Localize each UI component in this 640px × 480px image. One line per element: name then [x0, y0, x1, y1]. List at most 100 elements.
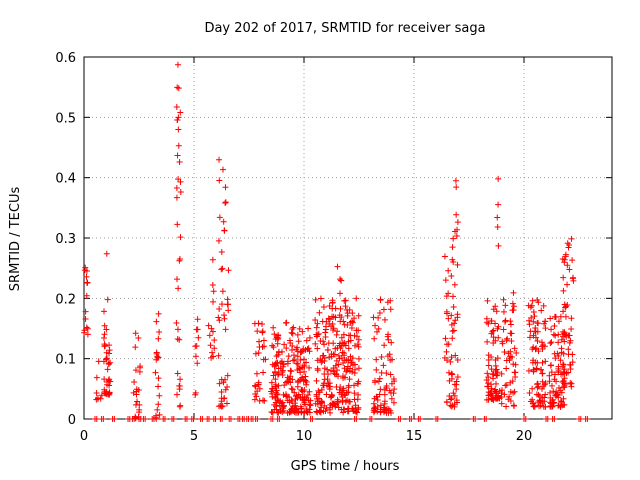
data-point: [174, 117, 181, 124]
data-point: [337, 276, 344, 283]
data-point: [449, 256, 456, 263]
data-point: [104, 366, 111, 373]
data-point: [299, 328, 306, 335]
data-point: [227, 416, 234, 422]
data-point: [216, 317, 223, 324]
data-point: [319, 399, 326, 406]
data-point: [255, 381, 262, 388]
data-point: [111, 416, 118, 422]
data-point: [492, 362, 499, 369]
chart-title: Day 202 of 2017, SRMTID for receiver sag…: [204, 21, 485, 36]
data-point: [449, 335, 456, 342]
data-point: [346, 376, 353, 383]
data-point: [297, 357, 304, 364]
data-point: [190, 416, 197, 422]
data-point: [448, 312, 455, 319]
data-point: [278, 400, 285, 407]
data-point: [568, 235, 575, 242]
data-point: [391, 386, 398, 393]
data-point: [494, 369, 501, 376]
data-point: [175, 114, 182, 121]
data-point: [541, 343, 548, 350]
data-point: [274, 340, 281, 347]
data-point: [280, 407, 287, 414]
data-point: [381, 398, 388, 405]
data-point: [206, 332, 213, 339]
data-point: [194, 326, 201, 333]
data-point: [492, 388, 499, 395]
data-point: [320, 304, 327, 311]
data-point: [547, 340, 554, 347]
data-point: [381, 316, 388, 323]
data-point: [132, 344, 139, 351]
data-point: [302, 401, 309, 408]
data-point: [492, 320, 499, 327]
data-point: [251, 396, 258, 403]
data-point: [321, 355, 328, 362]
data-point: [155, 335, 162, 342]
data-point: [98, 392, 105, 399]
data-point: [298, 408, 305, 415]
data-point: [507, 379, 514, 386]
data-point: [132, 367, 139, 374]
data-point: [312, 296, 319, 303]
y-axis-label: SRMTID / TECUs: [8, 187, 23, 292]
data-point: [355, 378, 362, 385]
data-point: [301, 368, 308, 375]
data-point: [307, 402, 314, 409]
data-point: [381, 391, 388, 398]
data-point: [177, 402, 184, 409]
data-point: [344, 389, 351, 396]
data-point: [313, 331, 320, 338]
data-point: [155, 383, 162, 390]
data-point: [560, 308, 567, 315]
data-point: [351, 390, 358, 397]
data-point: [569, 275, 576, 282]
data-point: [175, 176, 182, 183]
data-point: [268, 409, 275, 416]
data-point: [296, 325, 303, 332]
data-point: [548, 326, 555, 333]
data-point: [303, 379, 310, 386]
data-point: [485, 362, 492, 369]
data-point: [313, 377, 320, 384]
data-point: [503, 337, 510, 344]
data-point: [352, 366, 359, 373]
data-point: [224, 301, 231, 308]
data-point: [549, 403, 556, 410]
data-point: [495, 334, 502, 341]
data-point: [488, 366, 495, 373]
data-point: [454, 311, 461, 318]
data-point: [274, 371, 281, 378]
data-point: [155, 401, 162, 408]
data-point: [225, 307, 232, 314]
data-point: [487, 391, 494, 398]
data-point: [314, 409, 321, 416]
data-point: [275, 370, 282, 377]
data-point: [306, 388, 313, 395]
data-point: [130, 389, 137, 396]
data-point: [542, 380, 549, 387]
data-point: [541, 394, 548, 401]
data-point: [345, 382, 352, 389]
data-point: [495, 201, 502, 208]
data-point: [511, 345, 518, 352]
data-point: [327, 409, 334, 416]
data-point: [354, 396, 361, 403]
data-point: [150, 416, 157, 422]
data-point: [540, 383, 547, 390]
data-point: [348, 325, 355, 332]
data-point: [299, 388, 306, 395]
data-point: [495, 175, 502, 182]
data-point: [531, 402, 538, 409]
data-point: [271, 331, 278, 338]
data-point: [174, 61, 181, 68]
data-point: [272, 335, 279, 342]
data-point: [494, 355, 501, 362]
data-point: [208, 325, 215, 332]
data-point: [218, 248, 225, 255]
data-point: [447, 358, 454, 365]
data-point: [303, 359, 310, 366]
data-point: [177, 109, 184, 116]
data-point: [340, 331, 347, 338]
